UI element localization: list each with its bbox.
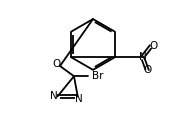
Text: N: N: [139, 52, 146, 61]
Text: O: O: [53, 59, 61, 69]
Text: N: N: [75, 94, 83, 104]
Text: N: N: [50, 91, 58, 101]
Text: O: O: [150, 41, 158, 51]
Text: O: O: [143, 65, 152, 75]
Text: Br: Br: [92, 71, 104, 81]
